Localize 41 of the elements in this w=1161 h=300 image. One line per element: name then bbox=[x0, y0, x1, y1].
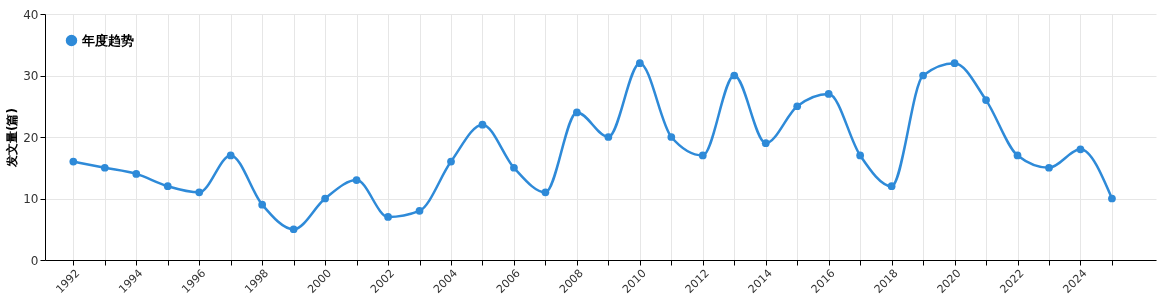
point bbox=[258, 200, 267, 209]
point bbox=[447, 157, 455, 166]
point bbox=[573, 108, 581, 117]
point bbox=[950, 59, 959, 68]
point bbox=[415, 206, 424, 215]
point bbox=[887, 182, 896, 191]
y-tick-label: 10 bbox=[23, 192, 39, 206]
point bbox=[163, 182, 172, 191]
point bbox=[1013, 151, 1022, 160]
point bbox=[226, 151, 235, 160]
point bbox=[384, 213, 392, 221]
point bbox=[289, 225, 298, 234]
y-axis-title: 发文量(篇) bbox=[5, 108, 20, 168]
y-tick-label: 30 bbox=[23, 69, 39, 83]
point bbox=[478, 120, 487, 129]
point bbox=[195, 188, 204, 197]
y-tick-label: 20 bbox=[23, 130, 39, 145]
point bbox=[1076, 145, 1085, 154]
point bbox=[761, 139, 770, 148]
point bbox=[667, 133, 676, 141]
point bbox=[132, 170, 141, 178]
point bbox=[1045, 163, 1053, 172]
point bbox=[100, 163, 109, 172]
point bbox=[698, 151, 707, 160]
point bbox=[352, 176, 361, 184]
point bbox=[321, 194, 329, 203]
point bbox=[69, 157, 78, 166]
point bbox=[541, 188, 550, 197]
y-tick-label: 40 bbox=[23, 7, 39, 22]
point bbox=[635, 59, 644, 68]
point bbox=[510, 163, 518, 172]
point bbox=[856, 151, 865, 160]
point bbox=[982, 96, 990, 104]
point bbox=[1108, 194, 1116, 203]
legend-label: 年度趋势 bbox=[81, 32, 134, 48]
point bbox=[824, 90, 833, 98]
point bbox=[793, 102, 802, 111]
y-tick-label: 0 bbox=[30, 253, 39, 268]
point bbox=[604, 133, 613, 141]
point bbox=[919, 71, 927, 80]
point bbox=[730, 71, 739, 80]
